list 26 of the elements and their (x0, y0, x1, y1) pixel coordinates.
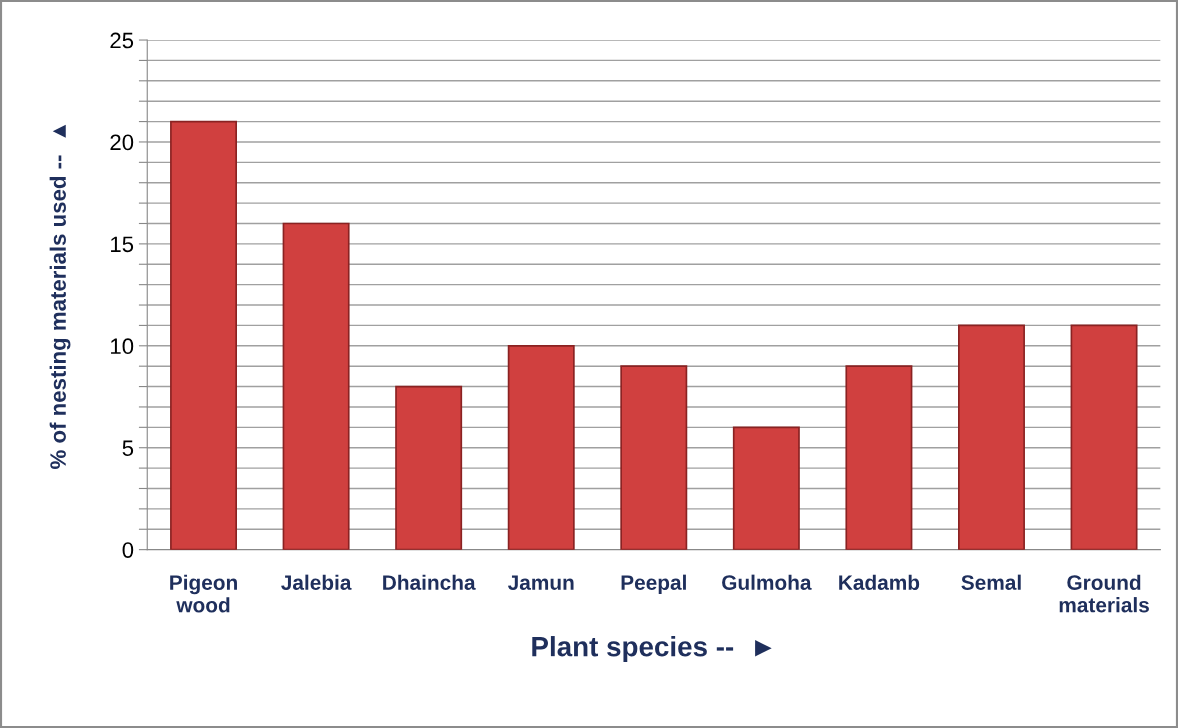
x-tick-label: Ground materials (1059, 574, 1149, 613)
x-tick-label: Jamun (507, 575, 574, 590)
bar (845, 365, 913, 550)
bar (620, 365, 688, 550)
y-tick-label: 5 (122, 440, 134, 456)
x-tick-label: Peepal (621, 574, 686, 595)
bar (1070, 324, 1138, 550)
bar (170, 120, 238, 550)
x-tick-label: Semal (961, 574, 1021, 590)
y-tick-label: 25 (110, 32, 134, 49)
bar (732, 426, 800, 550)
bar (395, 385, 463, 550)
y-tick-label: 10 (111, 338, 134, 355)
y-tick-label: 0 (122, 542, 134, 558)
x-tick-label: Jalebia (281, 574, 352, 590)
bar (282, 222, 350, 550)
bar (507, 344, 575, 550)
y-tick-label: 15 (111, 236, 134, 253)
x-tick-label: Pigeon wood (170, 574, 237, 613)
x-tick-label: Kadamb (839, 574, 920, 590)
bar (958, 324, 1025, 550)
y-tick-label: 20 (110, 134, 134, 151)
x-axis-title: Plant species -- ► (532, 636, 772, 662)
x-tick-label: Dhaincha (383, 574, 476, 590)
x-tick-label: Gulmoha (722, 574, 812, 590)
y-axis-title: % of nesting materials used -- ▲ (49, 124, 71, 469)
